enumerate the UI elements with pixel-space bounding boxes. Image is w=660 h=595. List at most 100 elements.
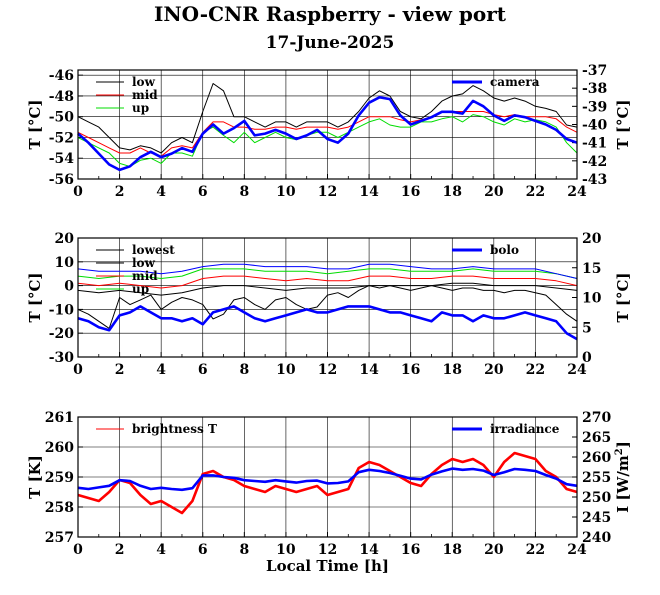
y-tick-label: 260: [45, 440, 74, 456]
y2-tick-label: 255: [582, 470, 611, 486]
series-line-lowest: [77, 285, 578, 329]
series-line-low: [77, 83, 578, 154]
x-tick-label: 6: [198, 184, 208, 200]
legend-label: irradiance: [490, 422, 560, 436]
legend-label: up: [132, 101, 149, 115]
x-tick-label: 6: [198, 542, 208, 558]
x-tick-label: 14: [359, 184, 379, 200]
series-line-bolo: [77, 305, 578, 341]
x-tick-label: 0: [73, 184, 83, 200]
legend-label: low: [132, 75, 156, 89]
series-line-brightness-T: [77, 451, 578, 515]
plot-frame: [77, 416, 578, 538]
series-group: [77, 451, 578, 515]
y-tick-label: -20: [49, 326, 75, 342]
y2-axis-label-main: T [°C]: [614, 272, 632, 322]
x-tick-label: 20: [484, 184, 504, 200]
x-tick-label: 18: [443, 362, 462, 378]
y2-tick-label: 245: [582, 510, 611, 526]
y2-tick-label: -39: [582, 99, 607, 115]
y2-axis-label: I [W/m2]: [614, 441, 632, 513]
x-tick-label: 4: [156, 184, 166, 200]
y2-tick-label: 5: [582, 320, 592, 336]
y-tick-label: 20: [55, 231, 75, 247]
series-line-mid: [77, 275, 578, 289]
y-tick-label: -10: [49, 302, 75, 318]
series-line-low: [77, 282, 578, 296]
x-tick-label: 8: [239, 542, 249, 558]
x-tick-label: 22: [526, 362, 545, 378]
legend-label: mid: [132, 269, 158, 283]
y-tick-label: -52: [49, 130, 74, 146]
x-tick-label: 22: [526, 184, 545, 200]
legend-label: mid: [132, 88, 158, 102]
series-group: [77, 83, 578, 172]
x-tick-label: 24: [567, 362, 587, 378]
y-tick-label: 10: [55, 255, 75, 271]
y2-tick-label: -41: [582, 136, 607, 152]
legend-left: brightness T: [96, 422, 217, 436]
y-tick-label: -50: [49, 110, 75, 126]
panel-2: 0 2 4 6 8 10 12 14 16 18 20 22 2420100-10-20-3020151…: [26, 231, 632, 378]
x-tick-label: 22: [526, 542, 545, 558]
y2-tick-label: 20: [582, 231, 602, 247]
y2-axis-label: T [°C]: [614, 99, 632, 149]
y-tick-label: 259: [45, 470, 74, 486]
y-tick-label: -48: [49, 89, 74, 105]
panel-1: 0 2 4 6 8 10 12 14 16 18 20 22 24-46-48-50-52-54-56-…: [26, 63, 632, 200]
x-tick-label: 10: [276, 184, 296, 200]
x-tick-label: 12: [318, 362, 337, 378]
y2-axis-label: T [°C]: [614, 272, 632, 322]
y-tick-label: -56: [49, 172, 74, 188]
y2-tick-label: -38: [582, 81, 607, 97]
series-line-camera: [77, 96, 578, 172]
y2-axis-label-end: ]: [614, 441, 632, 448]
y-tick-label: 0: [64, 279, 74, 295]
x-tick-label: 20: [484, 542, 504, 558]
x-tick-label: 12: [318, 184, 337, 200]
series-group: [77, 263, 578, 341]
legend-right: irradiance: [452, 422, 560, 436]
x-tick-label: 16: [401, 184, 420, 200]
plot-frame: [77, 237, 578, 358]
legend-label: lowest: [132, 243, 175, 257]
y2-tick-label: -40: [582, 118, 608, 134]
y-axis-label: T [°C]: [26, 99, 44, 149]
y2-tick-label: -43: [582, 172, 607, 188]
panel-3: 0 2 4 6 8 10 12 14 16 18 20 22 242612602592582572702…: [26, 410, 632, 575]
x-tick-label: 8: [239, 362, 249, 378]
y-tick-label: 257: [45, 530, 74, 546]
y-tick-label: -46: [49, 68, 74, 84]
series-line-unnamed-4: [77, 263, 578, 279]
x-tick-label: 0: [73, 542, 83, 558]
y-tick-label: -54: [49, 151, 75, 167]
x-tick-label: 18: [443, 184, 462, 200]
legend-label: camera: [490, 75, 540, 89]
plot-frame: [77, 69, 578, 180]
x-tick-label: 8: [239, 184, 249, 200]
legend-right: bolo: [452, 243, 519, 257]
x-tick-label: 2: [115, 184, 125, 200]
x-tick-label: 0: [73, 362, 83, 378]
y2-tick-label: 240: [582, 530, 611, 546]
y2-axis-label-sup: 2: [614, 448, 625, 455]
x-tick-label: 16: [401, 362, 420, 378]
x-tick-label: 6: [198, 362, 208, 378]
x-tick-label: 14: [359, 542, 379, 558]
x-tick-label: 20: [484, 362, 504, 378]
y-tick-label: -30: [49, 350, 75, 366]
x-tick-label: 4: [156, 542, 166, 558]
chart-subtitle: 17-June-2025: [266, 33, 395, 53]
legend-label: brightness T: [132, 422, 217, 436]
chart-panels: 0 2 4 6 8 10 12 14 16 18 20 22 24-46-48-50-52-54-56-…: [26, 63, 632, 575]
y2-tick-label: 265: [582, 430, 611, 446]
y2-tick-label: -37: [582, 63, 607, 79]
legend-label: bolo: [490, 243, 519, 257]
series-line-up: [77, 114, 578, 167]
x-tick-label: 10: [276, 362, 296, 378]
y2-tick-label: 0: [582, 350, 592, 366]
x-tick-label: 14: [359, 362, 379, 378]
y-axis-label: T [°C]: [26, 272, 44, 322]
